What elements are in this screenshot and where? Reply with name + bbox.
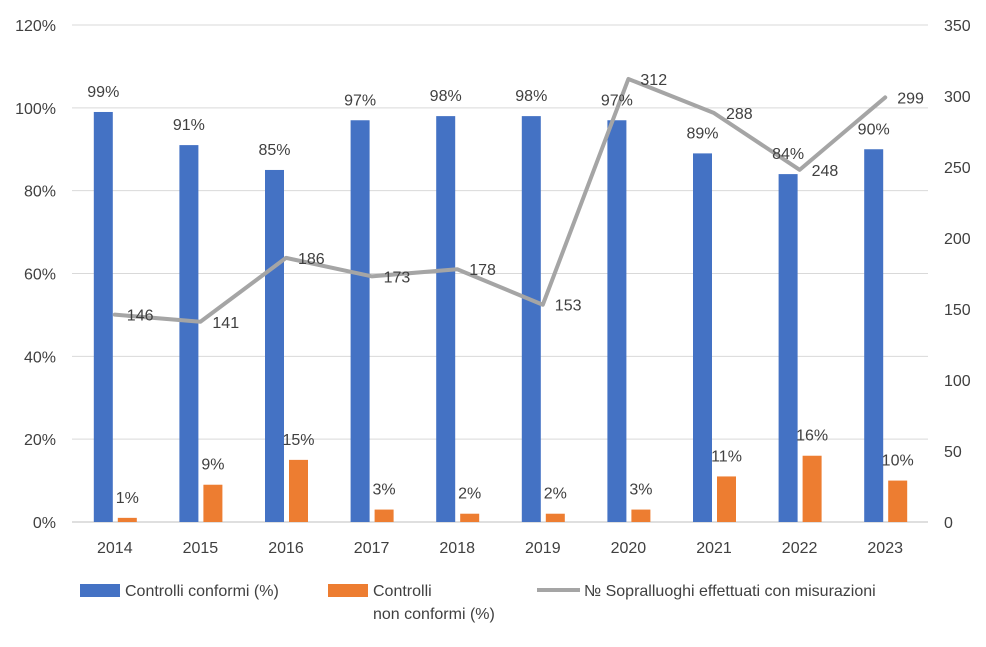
bar-conformi [436, 116, 456, 522]
data-label-non-conformi: 16% [796, 428, 828, 445]
data-label-conformi: 98% [515, 88, 547, 105]
right-axis-ticks: 0 50 100 150 200 250 300 350 [944, 18, 971, 532]
data-label-sopralluoghi: 299 [897, 90, 924, 107]
data-label-non-conformi: 3% [373, 482, 396, 499]
bar-non-conformi [117, 517, 137, 522]
bar-conformi [350, 120, 370, 522]
legend-swatch-conformi [80, 584, 120, 597]
data-label-conformi: 97% [601, 92, 633, 109]
x-tick-label: 2023 [867, 540, 903, 557]
bar-series [93, 111, 908, 523]
bar-non-conformi [888, 480, 908, 522]
data-label-conformi: 90% [858, 121, 890, 138]
right-tick-label: 100 [944, 373, 971, 390]
right-tick-label: 150 [944, 302, 971, 319]
line-series [112, 76, 888, 324]
x-tick-label: 2015 [183, 540, 219, 557]
x-tick-label: 2017 [354, 540, 390, 557]
legend-label-conformi: Controlli conformi (%) [125, 583, 279, 600]
data-label-non-conformi: 11% [711, 448, 742, 465]
x-tick-label: 2022 [782, 540, 818, 557]
x-tick-label: 2016 [268, 540, 304, 557]
legend-swatch-non-conformi [328, 584, 368, 597]
bar-non-conformi [460, 513, 480, 522]
data-label-non-conformi: 15% [282, 432, 314, 449]
bar-non-conformi [631, 509, 651, 522]
left-tick-label: 60% [24, 267, 56, 284]
bar-non-conformi [545, 513, 565, 522]
data-label-conformi: 91% [173, 117, 205, 134]
right-tick-label: 250 [944, 160, 971, 177]
x-tick-label: 2018 [439, 540, 475, 557]
legend: Controlli conformi (%) Controlli non con… [80, 583, 876, 623]
bar-non-conformi [203, 484, 223, 522]
data-label-conformi: 99% [87, 84, 119, 101]
bar-conformi [93, 111, 113, 522]
data-label-sopralluoghi: 173 [384, 269, 411, 286]
bar-non-conformi [717, 476, 736, 522]
bar-conformi [521, 116, 541, 522]
x-axis-ticks: 2014 2015 2016 2017 2018 2019 2020 2021 2022 2023 [97, 540, 903, 557]
bar-non-conformi [374, 509, 394, 522]
data-label-sopralluoghi: 153 [555, 298, 582, 315]
bar-non-conformi [802, 455, 822, 522]
bar-conformi [179, 145, 199, 522]
data-label-non-conformi: 3% [629, 482, 652, 499]
data-label-non-conformi: 2% [458, 486, 481, 503]
data-label-sopralluoghi: 248 [812, 163, 839, 180]
bar-conformi [607, 120, 627, 522]
data-label-sopralluoghi: 312 [640, 72, 667, 89]
data-label-non-conformi: 10% [882, 453, 914, 470]
left-tick-label: 20% [24, 432, 56, 449]
right-tick-label: 50 [944, 444, 962, 461]
bar-conformi [864, 149, 884, 522]
bar-conformi [265, 169, 284, 523]
x-tick-label: 2021 [696, 540, 732, 557]
x-tick-label: 2019 [525, 540, 561, 557]
data-labels: 99% 1% 91% 9% 85% 15% 97% 3% 98% 2% 98% 2% 97% 3% 89% 1… [87, 72, 924, 507]
x-tick-label: 2020 [611, 540, 647, 557]
data-label-sopralluoghi: 178 [469, 262, 496, 279]
left-tick-label: 120% [15, 18, 56, 35]
data-label-sopralluoghi: 141 [212, 315, 239, 332]
data-label-conformi: 89% [686, 125, 718, 142]
left-tick-label: 100% [15, 101, 56, 118]
right-tick-label: 300 [944, 89, 971, 106]
left-tick-label: 0% [33, 515, 56, 532]
right-tick-label: 350 [944, 18, 971, 35]
right-tick-label: 0 [944, 515, 953, 532]
bar-conformi [778, 174, 798, 522]
gridlines [72, 24, 928, 523]
data-label-non-conformi: 1% [116, 490, 139, 507]
data-label-conformi: 84% [772, 146, 804, 163]
legend-label-non-conformi-line1: Controlli [373, 583, 432, 600]
legend-label-non-conformi-line2: non conformi (%) [373, 606, 495, 623]
data-label-sopralluoghi: 288 [726, 106, 753, 123]
legend-label-sopralluoghi: № Sopralluoghi effettuati con misurazion… [584, 583, 876, 600]
data-label-non-conformi: 2% [544, 486, 567, 503]
left-tick-label: 80% [24, 184, 56, 201]
bar-non-conformi [289, 459, 308, 522]
data-label-conformi: 85% [258, 142, 290, 159]
data-label-sopralluoghi: 186 [298, 251, 325, 268]
right-tick-label: 200 [944, 231, 971, 248]
line-sopralluoghi [112, 76, 888, 324]
data-label-non-conformi: 9% [201, 457, 224, 474]
data-label-conformi: 97% [344, 92, 376, 109]
x-tick-label: 2014 [97, 540, 133, 557]
left-tick-label: 40% [24, 349, 56, 366]
bar-conformi [693, 153, 712, 522]
left-axis-ticks: 0% 20% 40% 60% 80% 100% 120% [15, 18, 56, 532]
data-label-sopralluoghi: 146 [127, 308, 154, 325]
data-label-conformi: 98% [430, 88, 462, 105]
